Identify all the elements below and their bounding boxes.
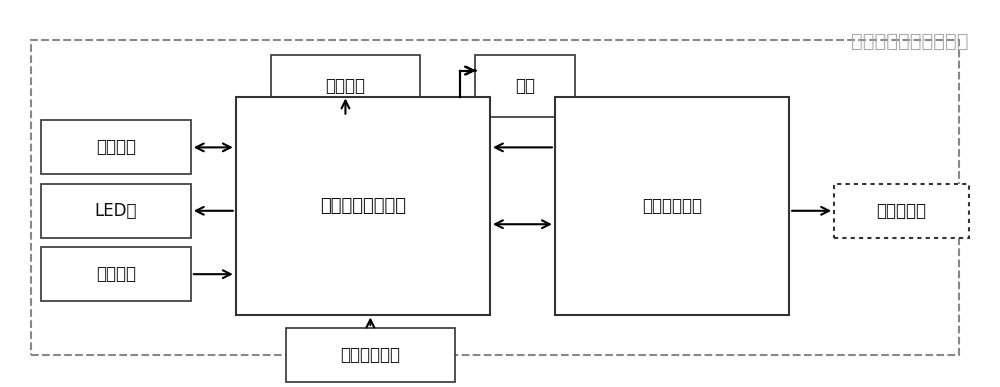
Bar <box>271 55 420 116</box>
Text: 天线: 天线 <box>515 77 535 95</box>
Text: 外部红外信号: 外部红外信号 <box>340 346 400 364</box>
Bar <box>555 98 789 315</box>
Text: 存储模块: 存储模块 <box>96 139 136 156</box>
Bar <box>41 247 191 301</box>
Bar <box>475 55 575 116</box>
Bar <box>834 184 969 238</box>
Bar <box>286 328 455 382</box>
Bar <box>236 98 490 315</box>
Text: 供电模块: 供电模块 <box>325 77 365 95</box>
Text: 无线信号收发模块: 无线信号收发模块 <box>320 197 406 215</box>
Text: 红外发射模块: 红外发射模块 <box>642 197 702 215</box>
Bar <box>41 184 191 238</box>
Bar <box>31 40 959 355</box>
Text: 无线红外转发控制装置: 无线红外转发控制装置 <box>851 33 969 51</box>
Bar <box>41 120 191 174</box>
Text: 红外发射管: 红外发射管 <box>876 202 926 220</box>
Text: 系统按键: 系统按键 <box>96 265 136 283</box>
Text: LED灯: LED灯 <box>95 202 137 220</box>
